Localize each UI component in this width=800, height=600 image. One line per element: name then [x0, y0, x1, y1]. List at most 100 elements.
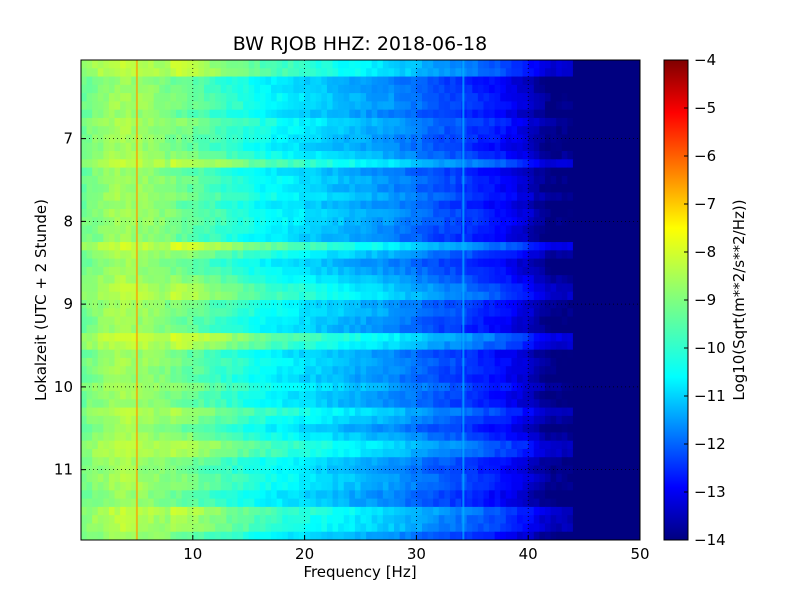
heatmap-cell [360, 415, 367, 425]
heatmap-cell [187, 448, 194, 458]
heatmap-cell [600, 448, 608, 458]
heatmap-cell [472, 266, 479, 276]
heatmap-cell [595, 101, 602, 111]
heatmap-cell [159, 457, 166, 467]
heatmap-cell [209, 316, 216, 326]
heatmap-cell [203, 448, 211, 458]
heatmap-cell [472, 300, 479, 309]
heatmap-cell [282, 415, 289, 425]
heatmap-cell [103, 349, 110, 359]
heatmap-cell [544, 324, 552, 334]
heatmap-cell [354, 266, 362, 276]
heatmap-cell [449, 457, 457, 467]
heatmap-cell [332, 84, 339, 94]
heatmap-cell [248, 126, 255, 136]
heatmap-cell [92, 159, 99, 169]
heatmap-cell [371, 308, 378, 318]
heatmap-cell [572, 291, 580, 301]
heatmap-cell [494, 76, 501, 86]
heatmap-cell [209, 391, 216, 400]
heatmap-cell [500, 250, 507, 260]
heatmap-cell [544, 308, 552, 318]
heatmap-cell [366, 167, 373, 177]
heatmap-cell [472, 208, 479, 218]
heatmap-cell [231, 349, 239, 359]
heatmap-cell [539, 357, 546, 367]
heatmap-cell [164, 448, 172, 458]
heatmap-cell [371, 84, 378, 94]
heatmap-cell [489, 175, 496, 185]
heatmap-cell [517, 300, 524, 309]
heatmap-cell [349, 109, 356, 119]
heatmap-cell [176, 333, 183, 342]
heatmap-cell [231, 382, 239, 392]
heatmap-cell [572, 60, 580, 69]
heatmap-cell [287, 159, 295, 169]
heatmap-cell [293, 258, 300, 268]
heatmap-cell [304, 415, 311, 425]
heatmap-cell [606, 308, 613, 318]
heatmap-cell [634, 391, 640, 400]
heatmap-cell [304, 101, 311, 111]
heatmap-cell [248, 324, 255, 334]
heatmap-cell [438, 258, 445, 268]
heatmap-cell [265, 200, 272, 210]
heatmap-cell [578, 142, 585, 152]
heatmap-cell [187, 424, 194, 434]
heatmap-cell [136, 366, 144, 376]
heatmap-cell [148, 192, 155, 202]
heatmap-cell [343, 415, 350, 425]
heatmap-cell [254, 76, 261, 86]
heatmap-cell [528, 117, 535, 127]
heatmap-cell [382, 366, 390, 376]
heatmap-cell [326, 126, 334, 136]
heatmap-cell [628, 432, 636, 442]
heatmap-cell [477, 324, 485, 334]
heatmap-cell [315, 275, 322, 285]
heatmap-cell [159, 374, 166, 384]
heatmap-cell [326, 101, 334, 111]
heatmap-cell [600, 258, 608, 268]
heatmap-cell [483, 291, 490, 301]
heatmap-cell [315, 117, 322, 127]
heatmap-cell [254, 93, 261, 102]
heatmap-cell [209, 291, 216, 301]
heatmap-cell [371, 159, 378, 169]
heatmap-cell [354, 308, 362, 318]
heatmap-cell [354, 300, 362, 309]
heatmap-cell [120, 175, 127, 185]
heatmap-cell [388, 324, 395, 334]
heatmap-cell [198, 258, 205, 268]
heatmap-cell [131, 374, 138, 384]
heatmap-cell [522, 68, 529, 78]
heatmap-cell [304, 233, 311, 243]
heatmap-cell [466, 159, 473, 169]
heatmap-cell [237, 308, 244, 318]
heatmap-cell [483, 341, 490, 351]
heatmap-cell [164, 68, 172, 78]
heatmap-cell [332, 217, 339, 227]
heatmap-cell [220, 333, 227, 342]
heatmap-cell [170, 225, 177, 235]
heatmap-cell [612, 68, 619, 78]
heatmap-cell [410, 266, 417, 276]
heatmap-cell [248, 374, 255, 384]
heatmap-cell [455, 167, 462, 177]
heatmap-cell [108, 266, 116, 276]
heatmap-cell [606, 357, 613, 367]
heatmap-cell [528, 432, 535, 442]
heatmap-cell [299, 117, 306, 127]
heatmap-cell [544, 208, 552, 218]
heatmap-cell [282, 159, 289, 169]
heatmap-cell [97, 250, 104, 260]
heatmap-cell [215, 93, 222, 102]
heatmap-cell [86, 291, 93, 301]
heatmap-cell [226, 399, 233, 409]
heatmap-cell [394, 225, 401, 235]
heatmap-cell [92, 391, 99, 400]
heatmap-cell [394, 407, 401, 417]
heatmap-cell [209, 208, 216, 218]
heatmap-cell [321, 382, 328, 392]
heatmap-cell [203, 357, 211, 367]
heatmap-cell [310, 84, 317, 94]
